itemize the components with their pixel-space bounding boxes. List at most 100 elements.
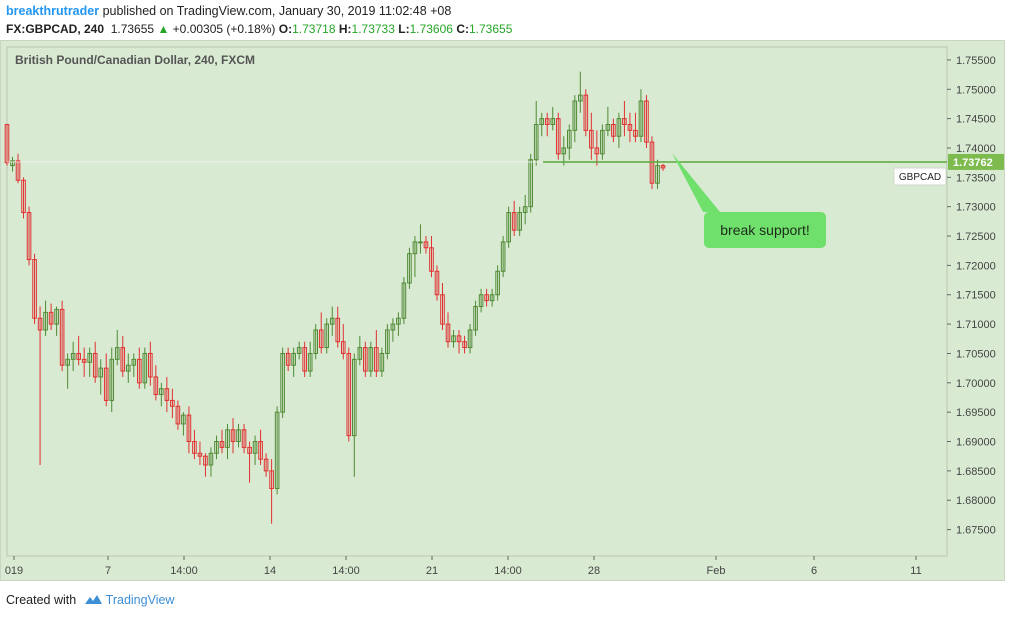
candle-body (131, 358, 137, 366)
candle-body (346, 352, 352, 437)
candle (357, 335, 363, 366)
y-tick-label: 1.72000 (956, 260, 996, 272)
candle (54, 306, 59, 336)
candle (192, 429, 197, 460)
candle (258, 429, 263, 466)
symbol-interval: FX:GBPCAD, 240 (6, 22, 105, 36)
candle (153, 365, 159, 401)
candle-body (533, 123, 539, 161)
candle-body (280, 352, 285, 413)
candle-body (59, 308, 65, 366)
candle (70, 341, 76, 372)
candle-body (478, 294, 484, 307)
high-label: H: (338, 22, 352, 36)
candle-body (633, 129, 638, 137)
candle-body (43, 311, 48, 331)
candle-body (357, 347, 363, 360)
published-text: published on TradingView.com, January 30… (102, 4, 452, 18)
candle-body (363, 347, 368, 372)
candle (539, 112, 545, 137)
candle (252, 435, 258, 466)
candle (109, 347, 115, 413)
y-tick-label: 1.67500 (956, 525, 996, 537)
candle-body (352, 358, 357, 437)
candle-body (660, 165, 666, 169)
candle (170, 388, 175, 419)
candle (247, 441, 252, 483)
candle-body (495, 270, 500, 296)
x-axis: 019 7 14:00 14 14:00 21 14:00 28 Feb 6 11 (5, 556, 922, 577)
candle (214, 435, 219, 460)
candle-body (296, 347, 302, 354)
high-value: 1.73733 (351, 22, 395, 36)
x-tick-label: 14 (264, 565, 276, 577)
candle-body (340, 341, 346, 354)
candle-body (125, 364, 131, 372)
candle (418, 224, 423, 254)
candle (197, 441, 203, 466)
candle (26, 206, 32, 266)
author-username[interactable]: breakthrutrader (6, 4, 100, 18)
candle-body (379, 352, 385, 372)
candle-body (445, 323, 451, 343)
y-axis: 1.75500 1.75000 1.74500 1.74000 1.73500 1.730… (947, 55, 996, 537)
candle-body (484, 294, 489, 302)
candle (318, 312, 324, 354)
candle (302, 341, 307, 377)
candle (489, 288, 495, 307)
candle (103, 353, 109, 407)
candle-body (225, 429, 230, 448)
close-value: 1.73655 (468, 22, 513, 36)
candle-body (572, 100, 578, 131)
candle (186, 406, 192, 454)
candle (390, 318, 396, 342)
candle (32, 253, 37, 325)
plot-area[interactable] (6, 46, 948, 557)
tradingview-link[interactable]: TradingView (105, 593, 175, 607)
candle (533, 101, 539, 166)
candle-body (522, 206, 528, 214)
candle-body (589, 129, 594, 149)
candle-body (555, 118, 561, 155)
candle (120, 335, 126, 377)
candle-body (142, 352, 148, 384)
candle (589, 112, 594, 160)
symbol-label: GBPCAD (899, 172, 941, 183)
candle-body (594, 147, 600, 155)
candle-body (644, 100, 649, 143)
candle-body (219, 441, 225, 448)
candle-body (274, 411, 280, 489)
candle-body (214, 441, 219, 454)
candle (407, 247, 412, 289)
price-chart[interactable]: 1.75500 1.75000 1.74500 1.74000 1.73500 1.730… (0, 40, 1012, 582)
candle (313, 324, 318, 360)
candle-body (98, 367, 104, 378)
candle-body (561, 147, 567, 155)
candle-body (236, 429, 241, 443)
candle-body (203, 455, 208, 466)
close-label: C: (456, 22, 469, 36)
callout-text: break support! (720, 222, 810, 238)
candle-body (263, 458, 269, 472)
candle (379, 347, 385, 377)
y-tick-label: 1.71000 (956, 319, 996, 331)
y-tick-label: 1.69000 (956, 437, 996, 449)
price-label-box (948, 153, 1004, 170)
candle (137, 347, 142, 389)
candle-body (605, 123, 611, 131)
candle (396, 312, 401, 336)
candle-body (230, 429, 236, 443)
x-tick-label: 6 (811, 565, 817, 577)
candle (236, 423, 241, 448)
y-tick-label: 1.68000 (956, 495, 996, 507)
candle-body (159, 388, 164, 396)
candle-body (153, 376, 159, 396)
candle (495, 265, 500, 301)
candle (296, 341, 302, 360)
candle-body (181, 414, 186, 425)
x-tick-label: 7 (105, 565, 111, 577)
quote-line: FX:GBPCAD, 240 1.73655 ▲ +0.00305 (+0.18… (6, 22, 512, 36)
candle (21, 177, 26, 219)
candle (148, 341, 153, 386)
candle-body (247, 446, 252, 454)
